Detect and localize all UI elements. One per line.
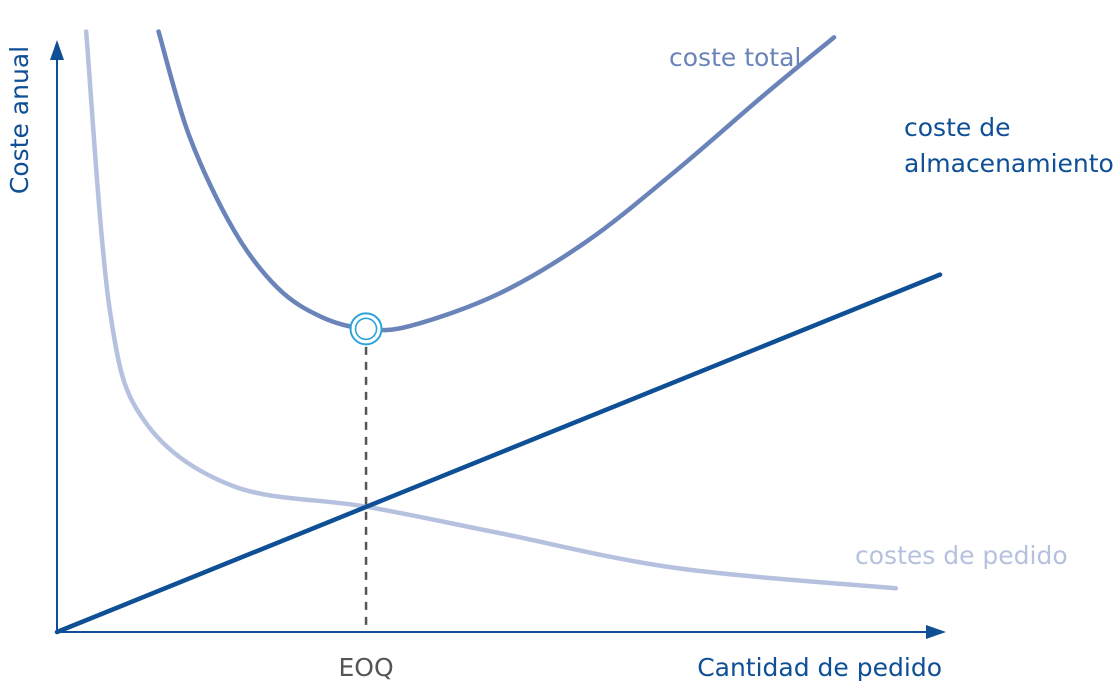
series-label-costes-de-pedido: costes de pedido [855, 541, 1068, 570]
series-layer [54, 29, 943, 635]
series-label-coste-de-almacenamiento-line1: coste de [904, 113, 1010, 142]
optimum-marker-inner-ring [354, 317, 378, 341]
series-label-coste-total: coste total [669, 43, 801, 72]
series-line-costes-de-pedido [83, 29, 899, 591]
x-tick-label-eoq: EOQ [338, 653, 393, 682]
y-axis-title: Coste anual [5, 46, 34, 194]
labels-layer: EOQ coste total coste de almacenamiento cost… [338, 43, 1113, 682]
x-axis-arrow [926, 625, 946, 639]
optimum-marker [349, 312, 383, 346]
axes [50, 40, 946, 639]
x-axis-title: Cantidad de pedido [697, 653, 942, 682]
series-line-coste-de-almacenamiento [54, 272, 943, 635]
y-axis-arrow [50, 40, 64, 60]
series-line-coste-total [156, 29, 837, 333]
series-label-coste-de-almacenamiento-line2: almacenamiento [904, 149, 1114, 178]
